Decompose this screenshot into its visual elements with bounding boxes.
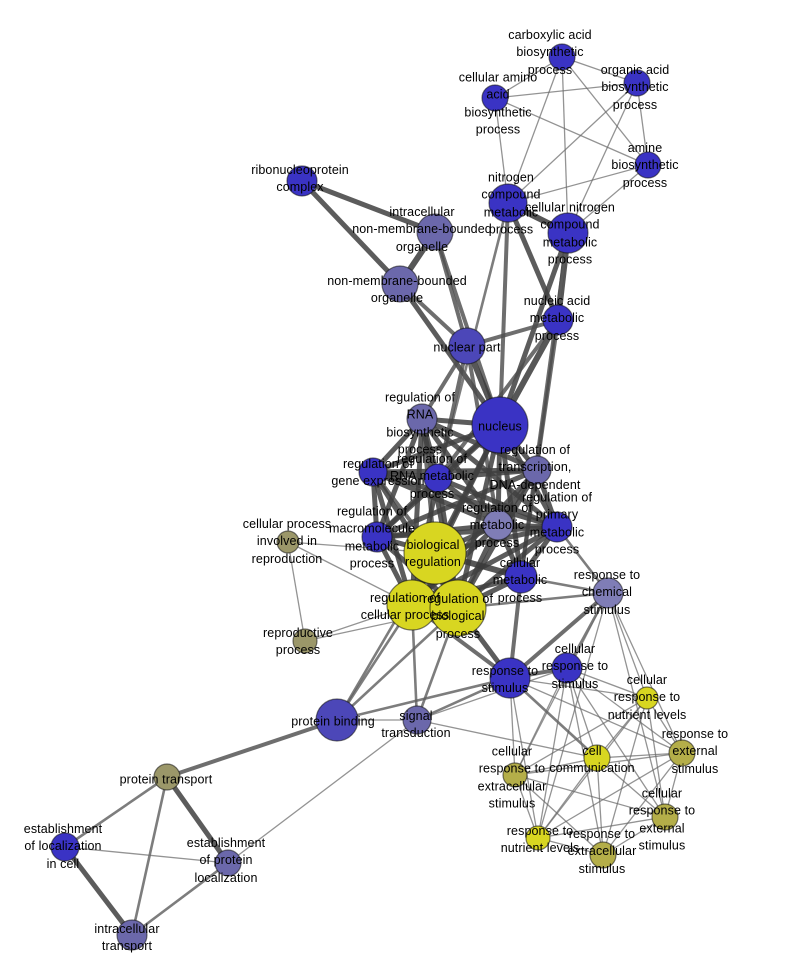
edge-response-to-external-stimulus--response-to-extracellular-stimulus[interactable]	[602, 752, 683, 856]
node-establishment-of-localization-in-cell[interactable]	[50, 832, 80, 862]
edge-regulation-of-transcription-dna-dependent--regulation-of-gene-expression[interactable]	[372, 467, 538, 475]
node-regulation-of-metabolic-process[interactable]	[482, 509, 514, 541]
node-cellular-response-to-stimulus[interactable]	[551, 652, 583, 684]
edge-cellular-nitrogen-compound-metabolic-process--nucleus[interactable]	[497, 232, 571, 426]
node-nucleic-acid-metabolic-process[interactable]	[542, 304, 574, 336]
edge-signal-transduction--cellular-response-to-stimulus[interactable]	[416, 667, 568, 721]
edge-cell-communication--cellular-response-to-extracellular-stimulus[interactable]	[514, 757, 598, 776]
edge-response-to-chemical-stimulus--response-to-stimulus[interactable]	[508, 591, 610, 680]
edge-organic-acid-biosynthetic-process--amine-biosynthetic-process[interactable]	[636, 82, 649, 166]
edge-protein-transport--establishment-of-protein-localization[interactable]	[164, 775, 231, 865]
node-signal-transduction[interactable]	[402, 705, 432, 735]
node-intracellular-transport[interactable]	[116, 919, 148, 951]
node-protein-binding[interactable]	[315, 698, 359, 742]
node-cellular-metabolic-process[interactable]	[504, 560, 538, 594]
node-establishment-of-protein-localization[interactable]	[214, 849, 242, 877]
edge-response-to-chemical-stimulus--cellular-response-to-nutrient-levels[interactable]	[607, 592, 648, 699]
edge-nitrogen-compound-metabolic-process--nucleus[interactable]	[498, 202, 510, 426]
edge-organic-acid-biosynthetic-process--cellular-nitrogen-compound-metabolic-process[interactable]	[567, 82, 638, 234]
edge-nuclear-part--regulation-of-rna-metabolic-process[interactable]	[436, 345, 469, 479]
edge-cellular-response-to-nutrient-levels--cellular-response-to-external-stimulus[interactable]	[646, 697, 666, 818]
edge-cell-communication--cellular-response-to-external-stimulus[interactable]	[596, 757, 666, 818]
edge-cell-communication--response-to-external-stimulus[interactable]	[596, 752, 683, 759]
edge-ribonucleoprotein-complex--non-membrane-bounded-organelle[interactable]	[300, 179, 402, 286]
node-cellular-process-involved-in-reproduction[interactable]	[276, 530, 300, 554]
node-response-to-extracellular-stimulus[interactable]	[589, 841, 617, 869]
edge-regulation-of-macromolecule-metabolic-process--regulation-of-primary-metabolic-process[interactable]	[376, 524, 558, 540]
edge-cellular-response-to-nutrient-levels--cellular-response-to-extracellular-stimulus[interactable]	[514, 697, 648, 776]
node-regulation-of-gene-expression[interactable]	[358, 457, 388, 487]
node-regulation-of-rna-biosynthetic-process[interactable]	[406, 403, 438, 435]
edge-carboxylic-acid-biosynthetic-process--cellular-nitrogen-compound-metabolic-process[interactable]	[561, 56, 569, 234]
edge-response-to-chemical-stimulus--response-to-nutrient-levels[interactable]	[537, 592, 609, 839]
edge-regulation-of-gene-expression--regulation-of-primary-metabolic-process[interactable]	[372, 469, 558, 530]
edge-response-to-stimulus--response-to-nutrient-levels[interactable]	[509, 677, 539, 839]
node-regulation-of-macromolecule-metabolic-process[interactable]	[361, 521, 393, 553]
node-nucleus[interactable]	[471, 396, 529, 454]
edge-establishment-of-localization-in-cell--intracellular-transport[interactable]	[63, 845, 134, 937]
edge-nitrogen-compound-metabolic-process--nucleic-acid-metabolic-process[interactable]	[505, 202, 561, 321]
edge-carboxylic-acid-biosynthetic-process--amine-biosynthetic-process[interactable]	[561, 56, 649, 166]
node-intracellular-non-membrane-bounded-organelle[interactable]	[416, 213, 454, 251]
edge-establishment-of-localization-in-cell--establishment-of-protein-localization[interactable]	[64, 846, 229, 864]
node-biological-regulation[interactable]	[403, 521, 467, 585]
edge-cellular-response-to-stimulus--cellular-response-to-external-stimulus[interactable]	[566, 667, 666, 818]
node-regulation-of-primary-metabolic-process[interactable]	[541, 511, 573, 543]
node-ribonucleoprotein-complex[interactable]	[286, 165, 318, 197]
edge-response-to-external-stimulus--response-to-nutrient-levels[interactable]	[537, 752, 683, 839]
node-cellular-response-to-nutrient-levels[interactable]	[635, 686, 659, 710]
edge-cellular-response-to-stimulus--cellular-response-to-extracellular-stimulus[interactable]	[514, 667, 568, 776]
node-cellular-amino-acid-biosynthetic-process[interactable]	[481, 84, 509, 112]
edge-regulation-of-transcription-dna-dependent--regulation-of-macromolecule-metabolic-process[interactable]	[376, 467, 538, 540]
node-amine-biosynthetic-process[interactable]	[634, 151, 662, 179]
edge-cell-communication--response-to-extracellular-stimulus[interactable]	[596, 757, 604, 856]
edge-response-to-chemical-stimulus--response-to-external-stimulus[interactable]	[607, 592, 683, 754]
node-regulation-of-biological-process[interactable]	[429, 579, 487, 637]
edge-response-to-chemical-stimulus--cellular-response-to-external-stimulus[interactable]	[607, 592, 666, 818]
node-response-to-external-stimulus[interactable]	[668, 739, 696, 767]
edge-cellular-response-to-nutrient-levels--response-to-extracellular-stimulus[interactable]	[602, 697, 648, 856]
node-cellular-response-to-external-stimulus[interactable]	[651, 803, 679, 831]
edge-signal-transduction--establishment-of-protein-localization[interactable]	[227, 719, 418, 864]
edge-protein-binding--protein-transport[interactable]	[166, 718, 338, 779]
node-non-membrane-bounded-organelle[interactable]	[381, 265, 419, 303]
node-response-to-chemical-stimulus[interactable]	[592, 577, 624, 609]
edge-ribonucleoprotein-complex--intracellular-non-membrane-bounded-organelle[interactable]	[301, 178, 436, 235]
node-reproductive-process[interactable]	[292, 628, 318, 654]
node-regulation-of-cellular-process[interactable]	[386, 579, 438, 631]
edge-organic-acid-biosynthetic-process--nitrogen-compound-metabolic-process[interactable]	[507, 82, 638, 204]
edge-establishment-of-protein-localization--intracellular-transport[interactable]	[131, 861, 229, 937]
node-organic-acid-biosynthetic-process[interactable]	[623, 69, 651, 97]
edge-cellular-amino-acid-biosynthetic-process--organic-acid-biosynthetic-process[interactable]	[494, 82, 638, 99]
edge-cell-communication--response-to-nutrient-levels[interactable]	[537, 757, 598, 839]
node-cellular-nitrogen-compound-metabolic-process[interactable]	[547, 212, 589, 254]
node-protein-transport[interactable]	[153, 763, 181, 791]
edge-protein-transport--intracellular-transport[interactable]	[130, 776, 169, 936]
edge-response-to-extracellular-stimulus--cellular-response-to-extracellular-stimulus[interactable]	[514, 774, 604, 856]
node-regulation-of-rna-metabolic-process[interactable]	[423, 463, 453, 493]
edge-cellular-response-to-stimulus--cell-communication[interactable]	[566, 667, 598, 759]
node-cell-communication[interactable]	[583, 744, 611, 772]
edge-non-membrane-bounded-organelle--nucleus[interactable]	[397, 282, 503, 427]
node-nitrogen-compound-metabolic-process[interactable]	[488, 183, 528, 223]
edge-signal-transduction--cell-communication[interactable]	[416, 719, 598, 759]
node-cellular-response-to-extracellular-stimulus[interactable]	[502, 762, 528, 788]
node-response-to-stimulus[interactable]	[489, 657, 531, 699]
edge-amine-biosynthetic-process--nitrogen-compound-metabolic-process[interactable]	[507, 164, 649, 204]
node-response-to-nutrient-levels[interactable]	[525, 825, 551, 851]
edge-protein-transport--establishment-of-localization-in-cell[interactable]	[64, 775, 168, 849]
node-nuclear-part[interactable]	[448, 327, 486, 365]
edge-cellular-process-involved-in-reproduction--reproductive-process[interactable]	[287, 541, 306, 642]
edge-response-to-stimulus--cellular-response-to-nutrient-levels[interactable]	[509, 677, 648, 699]
node-carboxylic-acid-biosynthetic-process[interactable]	[548, 43, 576, 71]
edge-response-to-chemical-stimulus--cellular-response-to-extracellular-stimulus[interactable]	[514, 592, 609, 776]
edge-cellular-amino-acid-biosynthetic-process--amine-biosynthetic-process[interactable]	[494, 97, 649, 166]
edge-cellular-response-to-external-stimulus--cellular-response-to-extracellular-stimulus[interactable]	[514, 774, 666, 818]
edge-carboxylic-acid-biosynthetic-process--nitrogen-compound-metabolic-process[interactable]	[507, 56, 563, 204]
edge-cellular-response-to-external-stimulus--response-to-nutrient-levels[interactable]	[537, 816, 666, 839]
node-regulation-of-transcription-dna-dependent[interactable]	[522, 455, 552, 485]
